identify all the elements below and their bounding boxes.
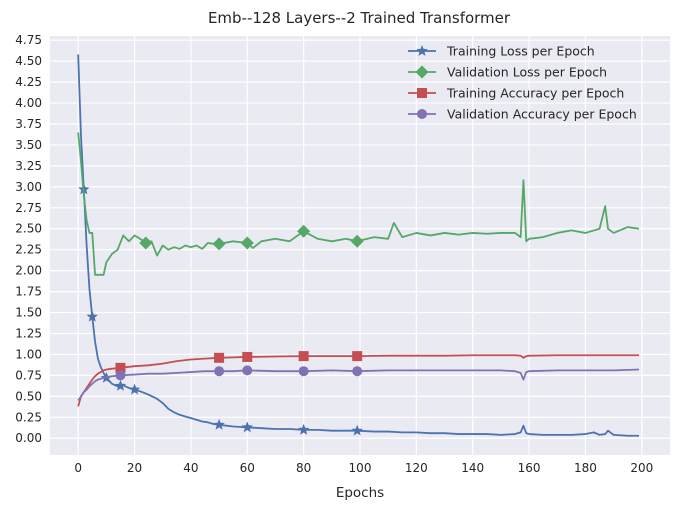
series-lines: [77, 54, 640, 437]
series-marker: [297, 224, 311, 238]
legend-label: Validation Loss per Epoch: [447, 65, 607, 80]
x-tick-label: 0: [74, 461, 82, 475]
series-marker: [351, 424, 363, 436]
grid-lines: [50, 36, 670, 455]
series-marker: [352, 351, 363, 362]
y-tick-label: 4.00: [15, 96, 42, 110]
series-marker: [298, 351, 309, 362]
legend: Training Loss per Epoch Validation Loss p…: [408, 44, 637, 122]
series-marker: [115, 370, 126, 381]
x-tick-label: 200: [630, 461, 653, 475]
series-marker: [214, 352, 225, 363]
y-tick-label: 3.25: [15, 159, 42, 173]
y-tick-label: 2.50: [15, 222, 42, 236]
series-marker: [115, 362, 126, 373]
legend-item: Training Accuracy per Epoch: [408, 86, 624, 101]
x-axis-label: Epochs: [336, 485, 384, 501]
series-marker: [242, 365, 253, 376]
series-marker: [242, 351, 253, 362]
x-tick-label: 160: [518, 461, 541, 475]
legend-marker: [417, 88, 427, 98]
x-tick-label: 80: [296, 461, 311, 475]
x-tick-label: 20: [127, 461, 142, 475]
y-tick-label: 1.50: [15, 306, 42, 320]
series-line: [77, 368, 640, 402]
legend-item: Training Loss per Epoch: [408, 44, 595, 59]
y-tick-label: 2.25: [15, 243, 42, 257]
series-marker: [214, 366, 225, 377]
series-marker: [114, 379, 127, 391]
x-tick-label: 140: [461, 461, 484, 475]
y-tick-label: 2.75: [15, 201, 42, 215]
series-marker: [241, 421, 253, 433]
legend-marker: [416, 45, 428, 56]
series-line: [77, 354, 639, 407]
x-tick-label: 180: [574, 461, 597, 475]
legend-label: Validation Accuracy per Epoch: [447, 107, 637, 122]
legend-item: Validation Loss per Epoch: [408, 65, 607, 80]
series-1: [77, 132, 640, 276]
legend-marker: [415, 65, 429, 79]
y-tick-label: 3.75: [15, 117, 42, 131]
y-tick-label: 4.25: [15, 75, 42, 89]
series-marker: [298, 366, 309, 377]
series-marker: [213, 418, 225, 430]
series-3: [77, 365, 640, 402]
chart-title: Emb--128 Layers--2 Trained Transformer: [208, 9, 511, 27]
series-marker: [139, 236, 153, 250]
y-axis-ticks: 0.00 0.25 0.50 0.75 1.00 1.25 1.50 1.75 2.00 2.25…: [15, 33, 42, 445]
series-marker: [86, 310, 98, 322]
legend-label: Training Accuracy per Epoch: [446, 86, 624, 101]
series-line: [77, 54, 639, 437]
legend-label: Training Loss per Epoch: [446, 44, 595, 59]
y-tick-label: 0.50: [15, 389, 42, 403]
x-axis-ticks: 0 20 40 60 80 100 120 140 160 180 200: [74, 461, 653, 475]
y-tick-label: 3.00: [15, 180, 42, 194]
y-tick-label: 1.00: [15, 347, 42, 361]
x-tick-label: 60: [240, 461, 255, 475]
x-tick-label: 100: [349, 461, 372, 475]
series-marker: [128, 383, 141, 395]
series-2: [77, 351, 639, 407]
series-marker: [240, 236, 254, 250]
series-marker: [212, 237, 226, 251]
y-tick-label: 4.75: [15, 33, 42, 47]
y-tick-label: 2.00: [15, 264, 42, 278]
legend-item: Validation Accuracy per Epoch: [408, 107, 637, 122]
y-tick-label: 3.50: [15, 138, 42, 152]
series-line: [77, 132, 640, 276]
y-tick-label: 0.25: [15, 410, 42, 424]
y-tick-label: 0.00: [15, 431, 42, 445]
x-tick-label: 40: [183, 461, 198, 475]
series-marker: [350, 234, 364, 248]
series-marker: [297, 423, 310, 435]
y-tick-label: 1.25: [15, 326, 42, 340]
series-0: [77, 54, 639, 437]
y-tick-label: 1.75: [15, 285, 42, 299]
series-marker: [352, 366, 363, 377]
x-tick-label: 120: [405, 461, 428, 475]
legend-marker: [417, 109, 427, 119]
y-tick-label: 0.75: [15, 368, 42, 382]
y-tick-label: 4.50: [15, 54, 42, 68]
